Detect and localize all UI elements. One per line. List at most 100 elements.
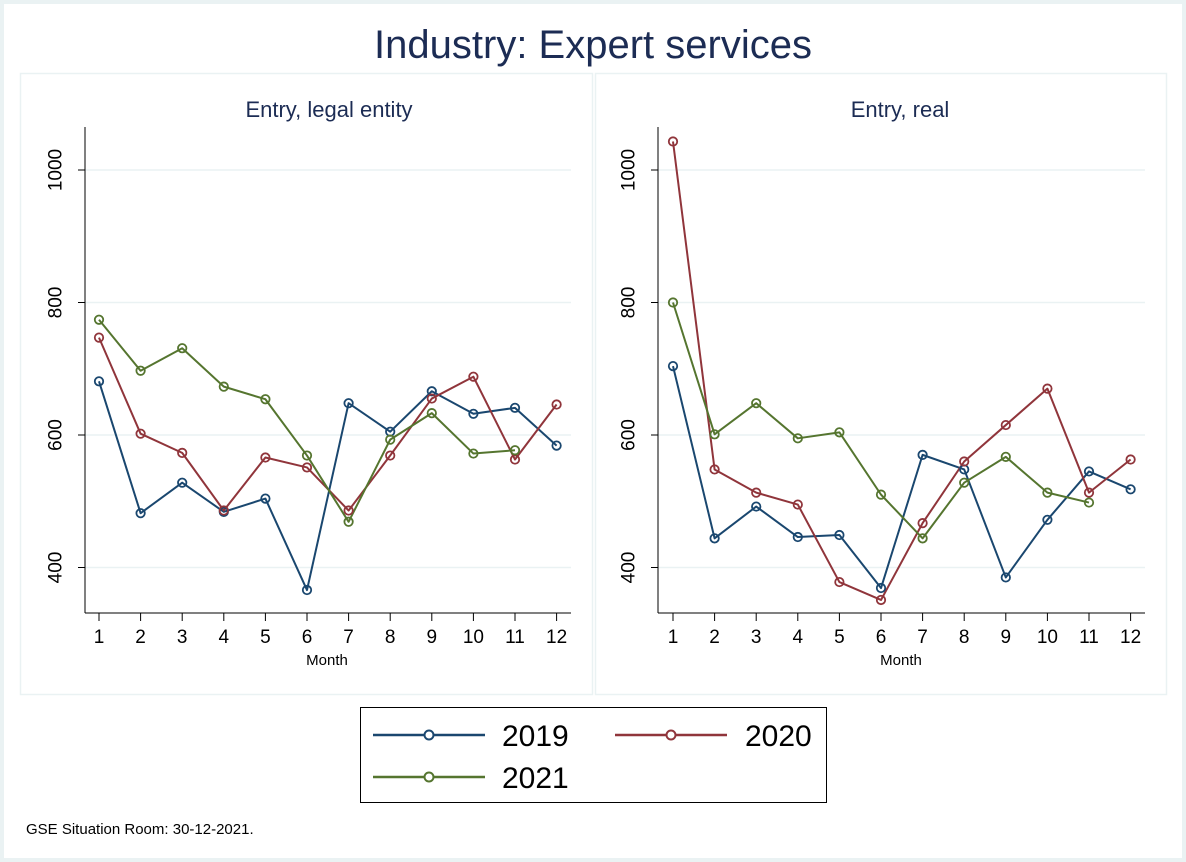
data-point-2019-m2-legal-entity [135, 508, 146, 519]
x-tick-label-7: 7 [917, 627, 928, 648]
chart-title: Industry: Expert services [374, 23, 812, 67]
data-point-2020-m2-legal-entity [135, 428, 146, 439]
x-tick-label-3: 3 [177, 627, 188, 648]
panel-frame-real [594, 72, 1168, 696]
data-point-2020-m11-real [1083, 487, 1095, 498]
x-tick-label-12: 12 [546, 627, 567, 648]
data-point-2019-m7-legal-entity [343, 398, 354, 409]
data-point-2019-m2-real [709, 533, 720, 544]
x-tick-label-7: 7 [343, 627, 354, 648]
x-tick-label-1: 1 [668, 627, 679, 648]
data-point-2019-m12-legal-entity [551, 440, 562, 451]
data-point-2020-m6-real [875, 594, 887, 606]
x-axis-title-real: Month [880, 652, 922, 669]
data-point-2020-m4-legal-entity [218, 505, 229, 516]
x-tick-label-5: 5 [260, 627, 271, 648]
series-line-2021-legal-entity [98, 319, 516, 523]
data-point-2019-m11-real [1083, 466, 1095, 477]
data-point-2020-m5-legal-entity [260, 452, 271, 463]
data-point-2021-m7-legal-entity [343, 516, 354, 527]
x-tick-label-8: 8 [959, 627, 970, 648]
legend-box [360, 707, 827, 803]
data-point-2019-m10-legal-entity [468, 408, 479, 419]
data-point-2021-m11-legal-entity [509, 445, 521, 456]
data-point-2020-m5-real [834, 576, 845, 588]
source-note: GSE Situation Room: 30-12-2021. [26, 821, 254, 838]
data-point-2020-m7-real [917, 518, 928, 529]
legend-marker-2021 [423, 771, 435, 783]
data-point-2021-m3-legal-entity [177, 343, 188, 354]
x-tick-label-9: 9 [1001, 627, 1012, 648]
legend-marker-2020 [665, 729, 677, 741]
series-line-2020-real [672, 141, 1132, 601]
data-point-2021-m5-legal-entity [260, 394, 271, 405]
data-point-2021-m2-legal-entity [135, 365, 146, 376]
data-point-2021-m5-real [834, 427, 845, 438]
data-point-2021-m4-real [792, 433, 803, 444]
data-point-2021-m8-legal-entity [385, 434, 396, 445]
data-point-2019-m5-legal-entity [260, 493, 271, 504]
data-point-2020-m8-real [959, 456, 970, 467]
data-point-2020-m12-real [1125, 454, 1136, 465]
legend-entry-2019: 2019 [373, 720, 569, 753]
data-point-2020-m4-real [792, 499, 803, 510]
data-point-2019-m1-legal-entity [93, 376, 105, 387]
x-tick-label-6: 6 [876, 627, 887, 648]
panel-frame-legal-entity [19, 72, 594, 696]
data-point-2019-m11-legal-entity [509, 402, 521, 413]
data-point-2019-m3-legal-entity [177, 477, 188, 488]
data-point-2019-m3-real [751, 501, 762, 512]
x-tick-label-4: 4 [793, 627, 804, 648]
data-point-2021-m1-real [667, 297, 679, 308]
x-tick-label-3: 3 [751, 627, 762, 648]
legend-label-2020: 2020 [745, 720, 812, 753]
y-tick-label-600: 600 [619, 419, 640, 451]
data-point-2021-m8-real [959, 477, 970, 488]
data-point-2021-m11-real [1083, 497, 1095, 508]
data-point-2021-m6-real [875, 489, 887, 500]
y-tick-label-800: 800 [46, 287, 67, 319]
data-point-2020-m10-legal-entity [468, 371, 479, 382]
series-line-2021-real [672, 302, 1090, 540]
y-tick-label-600: 600 [46, 419, 67, 451]
data-point-2020-m1-legal-entity [93, 332, 105, 343]
x-tick-label-5: 5 [834, 627, 845, 648]
data-point-2020-m1-real [667, 136, 679, 147]
x-tick-label-6: 6 [302, 627, 313, 648]
legend-label-2021: 2021 [502, 762, 569, 795]
data-point-2020-m10-real [1042, 383, 1053, 394]
data-point-2019-m9-real [1000, 572, 1011, 583]
data-point-2021-m6-legal-entity [301, 450, 313, 461]
data-point-2021-m10-real [1042, 487, 1053, 498]
x-tick-label-1: 1 [94, 627, 105, 648]
data-point-2020-m7-legal-entity [343, 505, 354, 516]
legend-entry-2021: 2021 [373, 762, 569, 795]
data-point-2019-m6-real [875, 582, 887, 594]
data-point-2021-m1-legal-entity [93, 314, 105, 325]
data-point-2020-m2-real [709, 464, 720, 475]
x-axis-title-legal-entity: Month [306, 652, 348, 669]
legend-entry-2020: 2020 [615, 720, 812, 753]
x-tick-label-2: 2 [709, 627, 720, 648]
legend: 2019 2020 2021 [360, 707, 827, 803]
data-point-2019-m9-legal-entity [426, 386, 437, 397]
data-point-2019-m4-real [792, 531, 803, 543]
y-tick-label-1000: 1000 [619, 149, 640, 191]
x-tick-label-8: 8 [385, 627, 396, 648]
data-point-2021-m9-legal-entity [426, 408, 437, 419]
panel-title-real: Entry, real [851, 97, 950, 122]
data-point-2021-m7-real [917, 533, 928, 544]
data-point-2020-m9-legal-entity [426, 393, 437, 404]
x-tick-label-10: 10 [1037, 627, 1058, 648]
x-tick-label-4: 4 [219, 627, 230, 648]
series-line-2019-legal-entity [98, 381, 558, 592]
data-point-2019-m5-real [834, 529, 845, 541]
x-tick-label-12: 12 [1120, 627, 1141, 648]
data-point-2021-m4-legal-entity [218, 381, 229, 392]
data-point-2020-m12-legal-entity [551, 399, 562, 410]
x-tick-label-2: 2 [135, 627, 146, 648]
data-point-2019-m1-real [667, 360, 679, 372]
